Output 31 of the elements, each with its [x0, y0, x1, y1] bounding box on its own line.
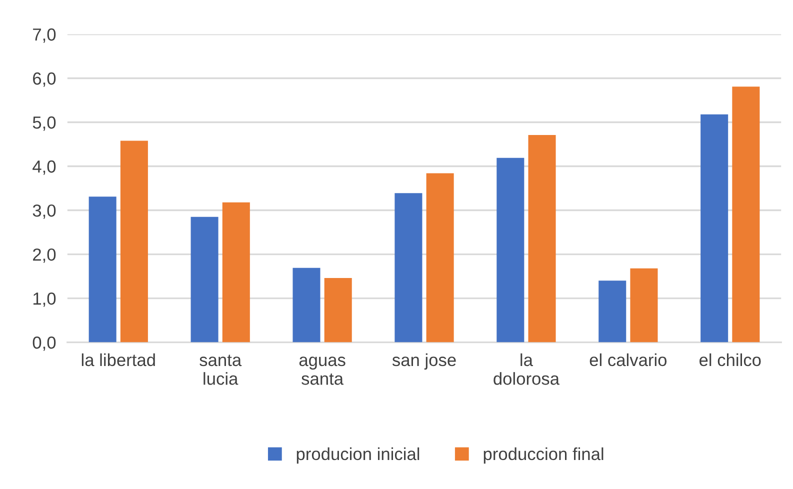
- x-tick-label: aguas santa: [299, 356, 346, 385]
- y-tick-label: 4,0: [32, 160, 56, 175]
- bar: [732, 86, 760, 342]
- bar: [88, 196, 116, 342]
- bar: [630, 268, 658, 342]
- y-tick-label: 6,0: [33, 72, 56, 87]
- bar: [292, 268, 320, 342]
- bar: [496, 158, 524, 342]
- bar: [700, 114, 728, 342]
- legend-label: producion inicial: [296, 447, 420, 464]
- x-tick-label: el chilco: [700, 353, 761, 366]
- y-tick-label: 1,0: [33, 292, 56, 307]
- x-tick-label: la libertad: [82, 353, 155, 366]
- y-tick-label: 2,0: [33, 248, 56, 263]
- bar: [426, 173, 454, 342]
- bar: [190, 216, 218, 342]
- bar: [120, 140, 148, 342]
- x-tick-label: santa lucia: [200, 354, 242, 385]
- y-tick-label: 7,0: [33, 28, 56, 43]
- bar: [528, 135, 556, 342]
- y-tick-label: 5,0: [32, 116, 56, 131]
- legend-label: produccion final: [484, 447, 604, 464]
- bar: [394, 193, 422, 342]
- y-tick-label: 3,0: [32, 204, 56, 219]
- y-tick-label: 0,0: [32, 336, 56, 351]
- bar: [324, 278, 352, 342]
- bar: [598, 280, 626, 342]
- x-tick-label: el calvario: [590, 353, 667, 366]
- x-tick-label: san jose: [392, 353, 456, 370]
- x-tick-label: la dolorosa: [494, 353, 560, 385]
- bar: [222, 202, 250, 342]
